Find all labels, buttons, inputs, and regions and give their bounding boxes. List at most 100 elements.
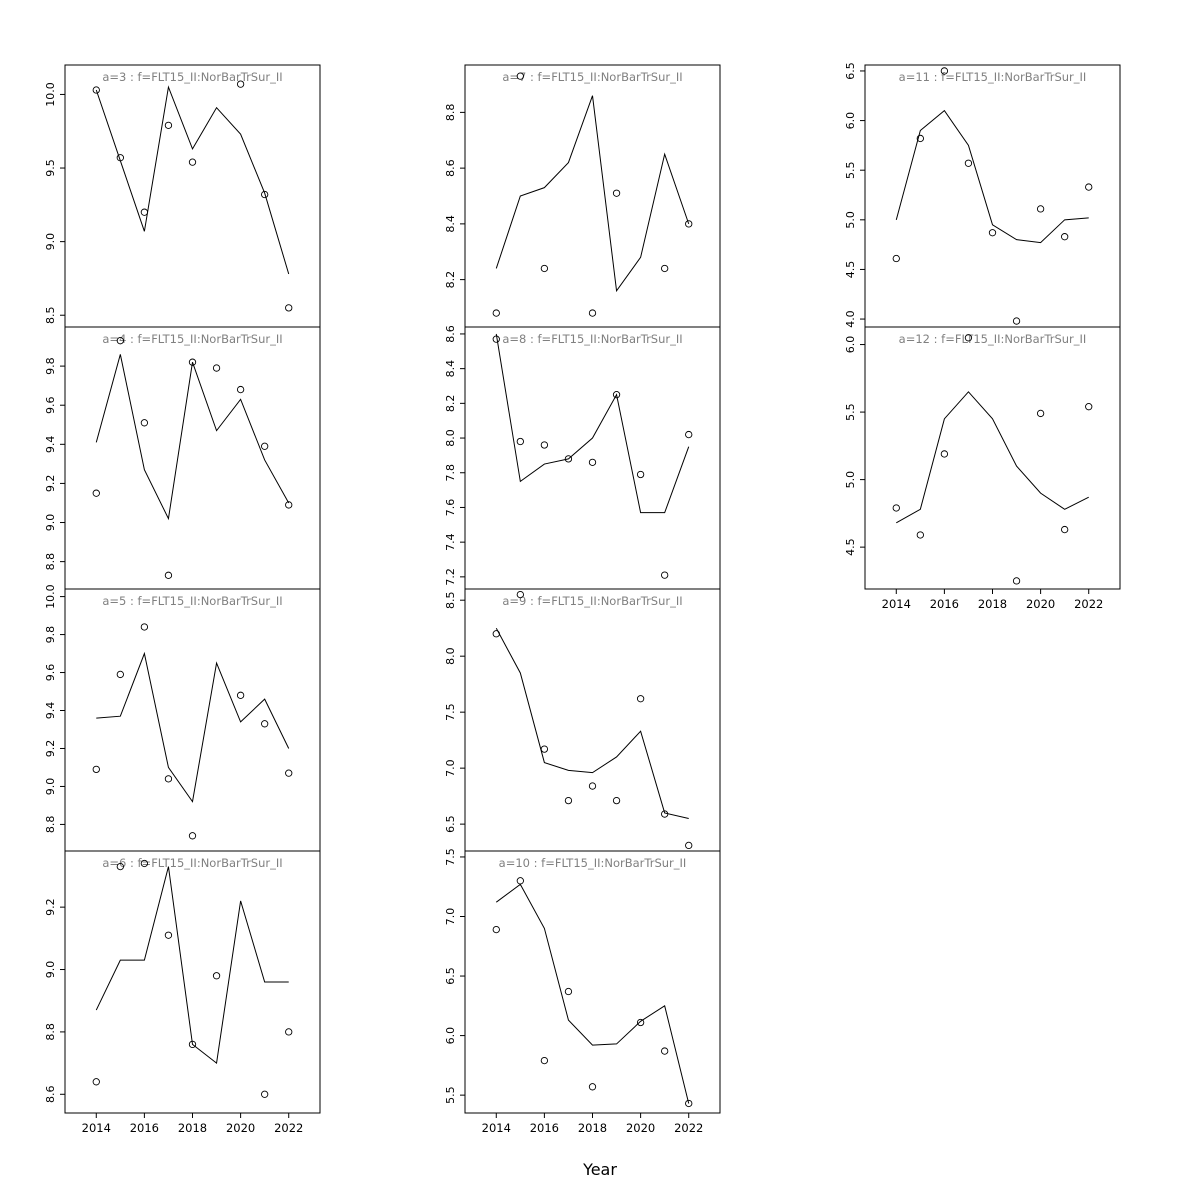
- data-point: [188, 832, 197, 840]
- y-tick-label: 8.8: [44, 553, 57, 571]
- y-tick-label: 8.6: [44, 1086, 57, 1104]
- y-tick-label: 7.5: [444, 848, 457, 866]
- data-point: [564, 455, 573, 463]
- data-point: [636, 470, 645, 479]
- data-point: [236, 385, 245, 394]
- y-tick-label: 9.2: [44, 740, 57, 758]
- data-point: [116, 337, 124, 345]
- y-tick-label: 10.0: [44, 82, 57, 107]
- y-tick-label: 7.5: [444, 703, 457, 721]
- y-tick-label: 9.6: [44, 396, 57, 414]
- panel-border: [864, 326, 1121, 590]
- y-tick-label: 9.5: [44, 159, 57, 177]
- data-point: [636, 1018, 645, 1027]
- panel-title: a=5 : f=FLT15_II:NorBarTrSur_II: [102, 594, 282, 608]
- data-point: [261, 190, 269, 199]
- data-point: [140, 623, 149, 631]
- data-point: [892, 254, 900, 263]
- fit-line: [95, 85, 290, 275]
- panel-title: a=9 : f=FLT15_II:NorBarTrSur_II: [502, 594, 682, 608]
- fit-line: [95, 354, 290, 521]
- data-point: [685, 220, 693, 228]
- data-point: [1036, 205, 1045, 213]
- y-tick-label: 6.0: [844, 336, 857, 354]
- data-point: [1085, 183, 1093, 191]
- data-point: [164, 571, 173, 579]
- panel-a4: a=4 : f=FLT15_II:NorBarTrSur_II 8.8 9.0 9.2…: [44, 326, 321, 590]
- x-tick-label: 2014: [82, 1121, 111, 1135]
- y-tick-label: 8.8: [44, 816, 57, 834]
- x-tick-label: 2020: [226, 1121, 255, 1135]
- x-tick-label: 2020: [1026, 597, 1055, 611]
- y-tick-label: 8.2: [444, 271, 457, 289]
- data-point: [140, 419, 149, 427]
- data-point: [540, 745, 549, 753]
- y-tick-label: 9.2: [44, 898, 57, 916]
- x-tick-label: 2020: [626, 1121, 655, 1135]
- y-tick-label: 5.5: [844, 161, 857, 179]
- y-tick-label: 9.8: [44, 357, 57, 375]
- y-tick-label: 6.5: [844, 62, 857, 80]
- data-point: [236, 691, 245, 699]
- data-point: [261, 720, 269, 728]
- y-tick-label: 8.8: [444, 104, 457, 122]
- data-point: [116, 670, 124, 679]
- data-point: [92, 765, 100, 774]
- y-tick-label: 9.0: [44, 778, 57, 796]
- y-tick-label: 8.0: [444, 429, 457, 447]
- data-point: [516, 877, 524, 885]
- fit-line: [96, 651, 290, 803]
- data-point: [116, 154, 124, 162]
- data-point: [916, 134, 924, 143]
- data-point: [540, 264, 549, 273]
- data-point: [661, 571, 669, 579]
- y-tick-label: 9.0: [44, 961, 57, 979]
- data-point: [285, 501, 293, 509]
- data-point: [164, 121, 173, 129]
- data-point: [940, 67, 949, 75]
- data-point: [285, 1028, 293, 1036]
- data-point: [188, 1040, 197, 1049]
- data-point: [140, 859, 149, 868]
- panel-title: a=6 : f=FLT15_II:NorBarTrSur_II: [102, 856, 282, 870]
- y-tick-label: 6.5: [444, 815, 457, 833]
- data-point: [540, 1056, 549, 1065]
- y-tick-label: 4.5: [844, 261, 857, 279]
- panel-border: [464, 64, 721, 328]
- data-point: [1061, 525, 1069, 534]
- data-point: [212, 972, 221, 980]
- data-point: [188, 158, 197, 166]
- data-point: [492, 335, 500, 343]
- data-point: [685, 841, 693, 850]
- x-tick-label: 2018: [978, 597, 1007, 611]
- panel-a12: a=12 : f=FLT15_II:NorBarTrSur_II 4.5 5.0 5.…: [844, 326, 1121, 611]
- fit-line: [495, 627, 689, 820]
- fit-line: [896, 391, 1089, 524]
- panel-a5: a=5 : f=FLT15_II:NorBarTrSur_II 8.8 9.0 9.2…: [44, 584, 321, 852]
- panel-a8: a=8 : f=FLT15_II:NorBarTrSur_II 7.2 7.4 7.6…: [444, 325, 721, 590]
- x-tick-label: 2016: [930, 597, 959, 611]
- panel-title: a=8 : f=FLT15_II:NorBarTrSur_II: [502, 332, 682, 346]
- data-point: [564, 796, 573, 805]
- y-tick-label: 6.5: [444, 967, 457, 985]
- y-tick-label: 7.2: [444, 568, 457, 586]
- panel-border: [64, 64, 321, 328]
- y-tick-label: 4.5: [844, 538, 857, 556]
- y-tick-label: 8.4: [444, 360, 457, 378]
- data-point: [1061, 233, 1069, 241]
- y-tick-label: 8.6: [444, 325, 457, 343]
- panel-border: [64, 588, 321, 852]
- data-point: [236, 80, 245, 88]
- y-tick-label: 8.8: [44, 1023, 57, 1041]
- data-point: [988, 229, 997, 237]
- y-tick-label: 10.0: [44, 584, 57, 609]
- x-tick-label: 2014: [882, 597, 911, 611]
- data-point: [516, 72, 524, 80]
- data-point: [940, 450, 949, 458]
- data-point: [492, 925, 500, 934]
- y-tick-label: 7.6: [444, 499, 457, 517]
- fit-line: [495, 333, 690, 514]
- data-point: [1012, 577, 1021, 585]
